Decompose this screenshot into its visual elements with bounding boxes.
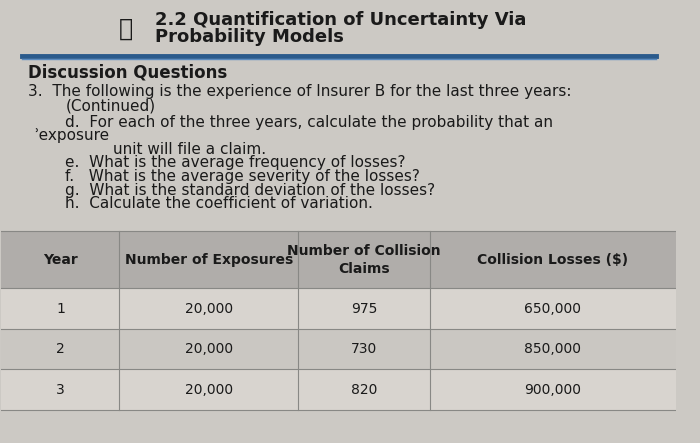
- Text: 2.2 Quantification of Uncertainty Via: 2.2 Quantification of Uncertainty Via: [155, 11, 526, 29]
- Text: 650,000: 650,000: [524, 302, 581, 316]
- Text: 20,000: 20,000: [185, 302, 233, 316]
- Text: Discussion Questions: Discussion Questions: [29, 64, 228, 82]
- Text: h.  Calculate the coefficient of variation.: h. Calculate the coefficient of variatio…: [66, 196, 373, 211]
- Text: ʾexposure: ʾexposure: [34, 128, 109, 143]
- Bar: [1, 288, 676, 329]
- Text: d.  For each of the three years, calculate the probability that an: d. For each of the three years, calculat…: [66, 114, 554, 129]
- Text: Number of Collision: Number of Collision: [287, 244, 441, 258]
- Bar: [1, 369, 676, 410]
- Text: 3: 3: [56, 383, 65, 396]
- Text: 20,000: 20,000: [185, 383, 233, 396]
- Text: Collision Losses ($): Collision Losses ($): [477, 253, 629, 267]
- Text: g.  What is the standard deviation of the losses?: g. What is the standard deviation of the…: [66, 183, 435, 198]
- Text: Probability Models: Probability Models: [155, 27, 344, 46]
- Text: 730: 730: [351, 342, 377, 356]
- Text: 2: 2: [56, 342, 65, 356]
- Text: 900,000: 900,000: [524, 383, 581, 396]
- Text: unit will file a claim.: unit will file a claim.: [113, 142, 266, 157]
- Text: 3.  The following is the experience of Insurer B for the last three years:: 3. The following is the experience of In…: [29, 84, 572, 99]
- Text: f.   What is the average severity of the losses?: f. What is the average severity of the l…: [66, 169, 420, 184]
- Bar: [1, 231, 676, 288]
- Text: Year: Year: [43, 253, 78, 267]
- Text: 1: 1: [56, 302, 65, 316]
- Text: (Continued): (Continued): [66, 99, 155, 114]
- Text: Claims: Claims: [338, 263, 390, 276]
- Text: 975: 975: [351, 302, 377, 316]
- Text: 📖: 📖: [119, 17, 133, 41]
- Text: 20,000: 20,000: [185, 342, 233, 356]
- Text: e.  What is the average frequency of losses?: e. What is the average frequency of loss…: [66, 155, 406, 171]
- Text: 850,000: 850,000: [524, 342, 581, 356]
- Text: Number of Exposures: Number of Exposures: [125, 253, 293, 267]
- Bar: [1, 329, 676, 369]
- Text: 820: 820: [351, 383, 377, 396]
